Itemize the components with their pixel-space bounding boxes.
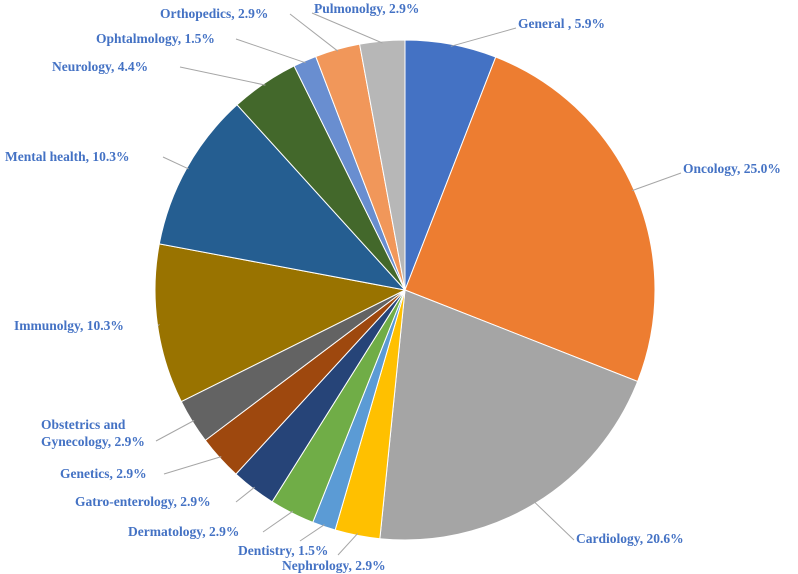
- data-label-pulmonolgy: Pulmonolgy, 2.9%: [314, 1, 419, 16]
- slice-pulmonolgy: [359, 39, 406, 291]
- data-label-obstetrics-and-gynecology: Obstetrics and Gynecology, 2.9%: [41, 417, 145, 449]
- data-labels: General , 5.9% Oncology, 25.0% Cardiology,…: [5, 1, 781, 573]
- data-label-immunolgy: Immunolgy, 10.3%: [14, 318, 124, 333]
- data-label-neurology: Neurology, 4.4%: [52, 59, 148, 74]
- leader-line-dermatology: [262, 510, 294, 533]
- leader-line-genetics: [163, 456, 222, 475]
- leader-line-nephrology: [337, 533, 359, 556]
- data-label-orthopedics: Orthopedics, 2.9%: [160, 6, 268, 21]
- data-label-gatro-enterology: Gatro-enterology, 2.9%: [75, 494, 211, 509]
- leader-line-immunolgy: [157, 323, 160, 327]
- leader-lines: [155, 12, 682, 556]
- leader-line-neurology: [179, 66, 266, 86]
- leader-line-general: [450, 27, 517, 47]
- pie-slices: [154, 39, 656, 541]
- leader-line-orthopedics: [289, 13, 339, 52]
- data-label-nephrology: Nephrology, 2.9%: [282, 558, 386, 573]
- leader-line-oncology: [632, 172, 682, 192]
- leader-line-dentistry: [299, 524, 325, 542]
- data-label-mental-health: Mental health, 10.3%: [5, 149, 130, 164]
- slice-immunolgy: [154, 243, 407, 403]
- data-label-general: General , 5.9%: [518, 16, 605, 31]
- data-label-dentistry: Dentistry, 1.5%: [238, 543, 328, 558]
- leader-line-pulmonolgy: [311, 12, 383, 44]
- data-label-oncology: Oncology, 25.0%: [683, 161, 781, 176]
- data-label-ophtalmology: Ophtalmology, 1.5%: [96, 31, 215, 46]
- leader-line-mental-health: [162, 156, 189, 170]
- data-label-cardiology: Cardiology, 20.6%: [576, 531, 684, 546]
- leader-line-ophtalmology: [235, 38, 306, 64]
- leader-line-cardiology: [533, 501, 575, 541]
- leader-line-obstetrics-and-gynecology: [155, 420, 195, 442]
- data-label-dermatology: Dermatology, 2.9%: [128, 524, 239, 539]
- data-label-genetics: Genetics, 2.9%: [60, 466, 147, 481]
- leader-line-gatro-enterology: [235, 486, 255, 503]
